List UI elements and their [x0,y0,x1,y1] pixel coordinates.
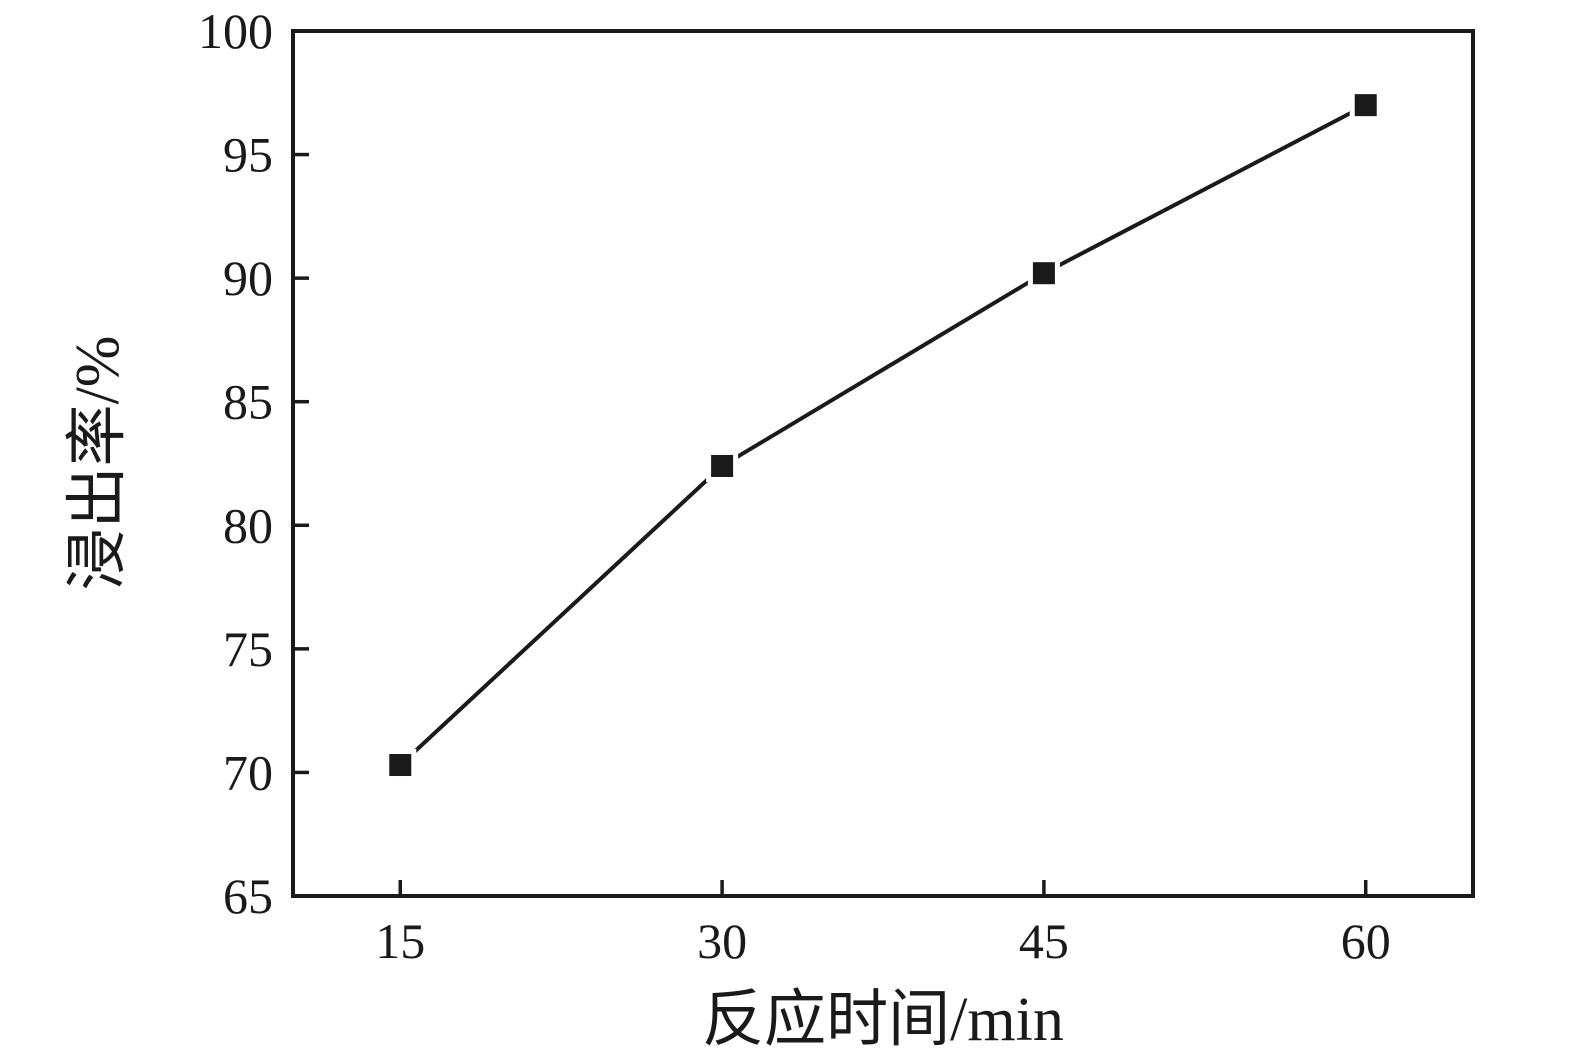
data-point-marker [1032,262,1055,285]
data-series [384,89,1382,782]
y-tick-label: 100 [198,3,273,59]
plot-frame [291,29,1475,898]
y-tick-label: 65 [223,868,273,924]
axis-ticks [293,152,1368,896]
y-tick-label: 75 [223,621,273,677]
data-point-marker [389,754,412,777]
axis-tick-labels: 15 30 45 60 65 70 75 80 85 90 95 100 [198,3,1391,969]
data-point-marker [1354,94,1377,117]
y-tick-label: 90 [223,250,273,306]
y-tick-label: 95 [223,127,273,183]
data-point-marker [711,454,734,477]
x-tick-label: 30 [697,913,747,969]
x-tick-label: 15 [375,913,425,969]
x-axis-label: 反应时间/min [702,986,1064,1054]
y-tick-label: 80 [223,497,273,553]
x-tick-label: 60 [1341,913,1391,969]
x-tick-label: 45 [1019,913,1069,969]
y-tick-label: 70 [223,744,273,800]
y-tick-label: 85 [223,374,273,430]
series-line [398,103,1367,767]
y-axis-label: 浸出率/% [64,336,132,591]
